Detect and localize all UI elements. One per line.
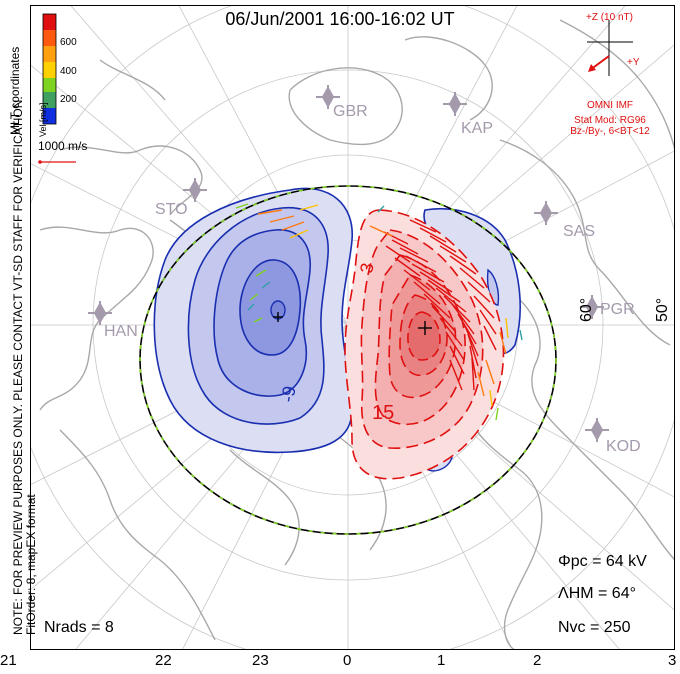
- imf-source: OMNI IMF: [586, 100, 634, 111]
- lat-label-60: 60°: [578, 298, 595, 322]
- mlt-label: 0: [343, 652, 352, 669]
- stat-phi-pc: Φpc = 64 kV: [558, 553, 647, 570]
- radar-label: KAP: [461, 120, 493, 137]
- potential-extrema-markers: [273, 312, 432, 335]
- mlt-label: 22: [155, 652, 172, 669]
- stat-n-vc: Nvc = 250: [558, 619, 631, 636]
- contour-label-positive-low: 3: [356, 261, 377, 274]
- mlt-label: 2: [533, 652, 542, 669]
- mlt-label: 1: [437, 652, 446, 669]
- fit-order-line: FitOrder: 8, mapEX format: [24, 494, 38, 635]
- mlt-label: 23: [252, 652, 269, 669]
- coordinates-label: MLT coordinates: [8, 46, 22, 135]
- vector-scale-label: 1000 m/s: [38, 139, 88, 153]
- colorbar-tick: 600: [60, 37, 77, 48]
- map-frame: [30, 5, 675, 650]
- stat-lambda-hm: ΛHM = 64°: [558, 585, 636, 602]
- radar-labels: GBR KAP STO SAS PGR HAN KOD: [104, 103, 641, 455]
- imf-model-line: Stat Mod: RG96: [574, 115, 646, 126]
- radar-label: GBR: [333, 103, 368, 120]
- mlt-label: 3: [668, 652, 677, 669]
- imf-model-line: Bz-/By-, 6<BT<12: [570, 126, 650, 137]
- positive-cell: [344, 209, 505, 480]
- velocity-colorbar: [42, 13, 57, 125]
- preview-note: NOTE: FOR PREVIEW PURPOSES ONLY. PLEASE …: [11, 96, 38, 635]
- lat-label-50: 50°: [654, 298, 671, 322]
- map-title: 06/Jun/2001 16:00-16:02 UT: [225, 9, 455, 29]
- radar-label: STO: [155, 201, 188, 218]
- radar-label: PGR: [600, 301, 635, 318]
- heppner-maynard-boundary-dash: [139, 185, 557, 535]
- imf-y-label: +Y: [627, 57, 640, 68]
- colorbar-label: Vel [m/s]: [38, 102, 48, 137]
- radar-label: HAN: [104, 323, 138, 340]
- contour-label-positive-high: 15: [372, 402, 394, 424]
- mlt-label: 21: [0, 652, 17, 669]
- imf-z-label: +Z (10 nT): [586, 12, 633, 23]
- contour-label-negative: -9: [277, 384, 299, 403]
- radar-label: KOD: [606, 438, 641, 455]
- negative-cell: [153, 187, 521, 472]
- colorbar-tick: 400: [60, 66, 77, 77]
- imf-clock-dial: [587, 20, 633, 76]
- vector-scale: [38, 160, 76, 164]
- landmass-outlines: [39, 19, 674, 649]
- stat-n-rads: Nrads = 8: [44, 619, 114, 636]
- colorbar-tick: 200: [60, 94, 77, 105]
- radar-label: SAS: [563, 223, 595, 240]
- velocity-vectors: [235, 203, 523, 421]
- radar-site-markers: [88, 85, 609, 442]
